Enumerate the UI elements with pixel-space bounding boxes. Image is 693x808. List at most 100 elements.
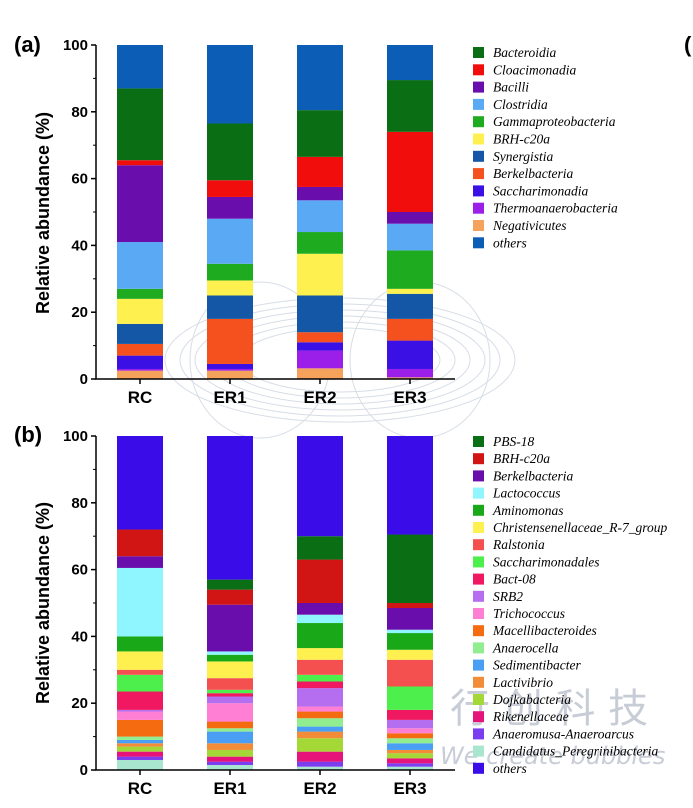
legend-label-a-clostridia: Clostridia <box>493 97 548 112</box>
y-tick-label-b-20: 20 <box>71 695 88 712</box>
bar-segment-a-er2-cloacimonadia <box>297 156 343 187</box>
legend-swatch-b-lactococcus <box>473 487 484 499</box>
legend-label-a-bacilli: Bacilli <box>493 80 529 95</box>
legend-label-b-christensenellaceae-r-7-group: Christensenellaceae_R-7_group <box>493 520 667 535</box>
legend-swatch-a-cloacimonadia <box>473 64 484 76</box>
watermark-text: 行 创 科 技 <box>450 686 648 732</box>
bar-segment-b-er3-candidatus-peregrinibacteria <box>387 766 433 770</box>
bar-segment-b-rc-lactococcus <box>117 567 163 637</box>
legend-swatch-b-trichococcus <box>473 608 484 619</box>
bar-segment-b-er1-sedimentibacter <box>207 731 253 744</box>
bar-segment-b-er2-anaerocella <box>297 718 343 727</box>
legend-label-a-gammaproteobacteria: Gammaproteobacteria <box>493 114 616 129</box>
legend-label-b-macellibacteroides: Macellibacteroides <box>492 623 597 638</box>
bar-segment-b-er2-ralstonia <box>297 659 343 675</box>
legend-swatch-b-anaeromusa-anaeroarcus <box>473 728 484 740</box>
bar-segment-b-rc-others <box>117 436 163 530</box>
bar-segment-b-er1-lactococcus <box>207 651 253 655</box>
bar-segment-b-er3-anaeromusa-anaeroarcus <box>387 763 433 767</box>
y-tick-label-b-60: 60 <box>71 562 88 579</box>
legend-label-b-others: others <box>493 761 527 776</box>
legend-swatch-a-negativicutes <box>473 220 484 231</box>
bar-segment-a-er3-bacteroidia <box>387 80 433 132</box>
bar-segment-b-er2-macellibacteroides <box>297 711 343 719</box>
legend-label-b-srb2: SRB2 <box>493 589 523 604</box>
legend-label-a-bacteroidia: Bacteroidia <box>493 45 556 60</box>
legend-swatch-b-lactivibrio <box>473 676 484 688</box>
clipped-panel-letter: ( <box>684 32 692 57</box>
legend-swatch-a-saccharimonadia <box>473 185 484 197</box>
x-tick-label-a-er3: ER3 <box>393 388 426 407</box>
bar-segment-b-er1-lactivibrio <box>207 743 253 750</box>
bar-segment-b-er2-lactococcus <box>297 614 343 624</box>
bar-segment-b-er2-dojkabacteria <box>297 738 343 752</box>
legend-label-b-candidatus-peregrinibacteria: Candidatus_Peregrinibacteria <box>493 744 658 759</box>
bar-segment-b-er1-saccharimonadales <box>207 689 253 694</box>
bar-segment-b-rc-christensenellaceae-r-7-group <box>117 651 163 670</box>
legend-swatch-b-saccharimonadales <box>473 556 484 568</box>
bar-segment-b-rc-bact-08 <box>117 691 163 710</box>
bar-segment-a-er3-thermoanaerobacteria <box>387 368 433 378</box>
bar-segment-a-er1-berkelbacteria <box>207 318 253 364</box>
bar-segment-b-er1-pbs-18 <box>207 579 253 590</box>
bar-segment-b-er2-lactivibrio <box>297 731 343 739</box>
legend-label-b-aminomonas: Aminomonas <box>492 503 564 518</box>
panel-b-ylabel: Relative abundance (%) <box>33 502 53 704</box>
bar-segment-b-er1-christensenellaceae-r-7-group <box>207 661 253 679</box>
panel-b: (b) Relative abundance (%) 0 20 40 60 80 100 R… <box>14 422 667 798</box>
bar-segment-b-rc-anaeromusa-anaeroarcus <box>117 756 163 760</box>
bar-segment-b-er3-lactivibrio <box>387 749 433 754</box>
bar-segment-a-rc-gammaproteobacteria <box>117 288 163 299</box>
legend-label-b-bact-08: Bact-08 <box>493 572 536 587</box>
bar-segment-a-er3-clostridia <box>387 223 433 251</box>
legend-label-b-pbs-18: PBS-18 <box>492 434 534 449</box>
bar-segment-a-er1-clostridia <box>207 218 253 264</box>
panel-a-ylabel: Relative abundance (%) <box>33 112 53 314</box>
bar-segment-a-rc-synergistia <box>117 323 163 344</box>
legend-label-b-sedimentibacter: Sedimentibacter <box>493 658 581 673</box>
bar-segment-a-rc-berkelbacteria <box>117 343 163 356</box>
bar-segment-b-er2-others <box>297 436 343 537</box>
bar-segment-a-rc-brh-c20a <box>117 298 163 324</box>
bar-segment-b-er3-pbs-18 <box>387 534 433 603</box>
legend-swatch-a-berkelbacteria <box>473 168 484 180</box>
bar-segment-b-er3-macellibacteroides <box>387 733 433 739</box>
bar-segment-a-rc-cloacimonadia <box>117 160 163 166</box>
bar-segment-b-er2-candidatus-peregrinibacteria <box>297 766 343 770</box>
legend-label-b-lactococcus: Lactococcus <box>492 486 560 501</box>
legend-label-b-dojkabacteria: Dojkabacteria <box>492 692 571 707</box>
panel-a-legend: Bacteroidia Cloacimonadia Bacilli Clostridi… <box>473 45 618 250</box>
legend-label-b-anaeromusa-anaeroarcus: Anaeromusa-Anaeroarcus <box>492 726 634 741</box>
bar-segment-a-er2-negativicutes <box>297 368 343 379</box>
bar-segment-a-er1-saccharimonadia <box>207 363 253 369</box>
legend-swatch-a-others <box>473 237 484 249</box>
legend-swatch-a-thermoanaerobacteria <box>473 202 484 214</box>
legend-swatch-a-synergistia <box>473 150 484 162</box>
bar-segment-a-er2-saccharimonadia <box>297 342 343 351</box>
legend-swatch-a-gammaproteobacteria <box>473 116 484 128</box>
bar-segment-b-rc-rikenellaceae <box>117 751 163 757</box>
legend-label-a-synergistia: Synergistia <box>493 149 553 164</box>
bar-segment-a-er1-synergistia <box>207 295 253 319</box>
bar-segment-b-er3-dojkabacteria <box>387 753 433 759</box>
legend-swatch-b-macellibacteroides <box>473 625 484 637</box>
legend-label-a-saccharimonadia: Saccharimonadia <box>493 183 588 198</box>
y-tick-label-b-80: 80 <box>71 495 88 512</box>
bar-segment-b-rc-saccharimonadales <box>117 674 163 692</box>
legend-swatch-b-bact-08 <box>473 573 484 585</box>
legend-swatch-b-dojkabacteria <box>473 694 484 705</box>
bar-segment-a-er1-cloacimonadia <box>207 180 253 197</box>
bar-segment-a-er1-gammaproteobacteria <box>207 263 253 281</box>
bar-segment-a-er1-thermoanaerobacteria <box>207 368 253 371</box>
bar-segment-b-er1-trichococcus <box>207 703 253 722</box>
legend-swatch-a-bacilli <box>473 81 484 93</box>
bar-segment-a-er2-brh-c20a <box>297 253 343 296</box>
legend-swatch-b-aminomonas <box>473 504 484 516</box>
bar-segment-b-er3-sedimentibacter <box>387 743 433 750</box>
bar-segment-b-er1-others <box>207 436 253 580</box>
bar-segment-b-rc-ralstonia <box>117 669 163 675</box>
bar-segment-a-er3-cloacimonadia <box>387 131 433 212</box>
bar-segment-a-er1-negativicutes <box>207 370 253 379</box>
bar-segment-a-rc-saccharimonadia <box>117 355 163 369</box>
legend-swatch-b-candidatus-peregrinibacteria <box>473 745 484 757</box>
